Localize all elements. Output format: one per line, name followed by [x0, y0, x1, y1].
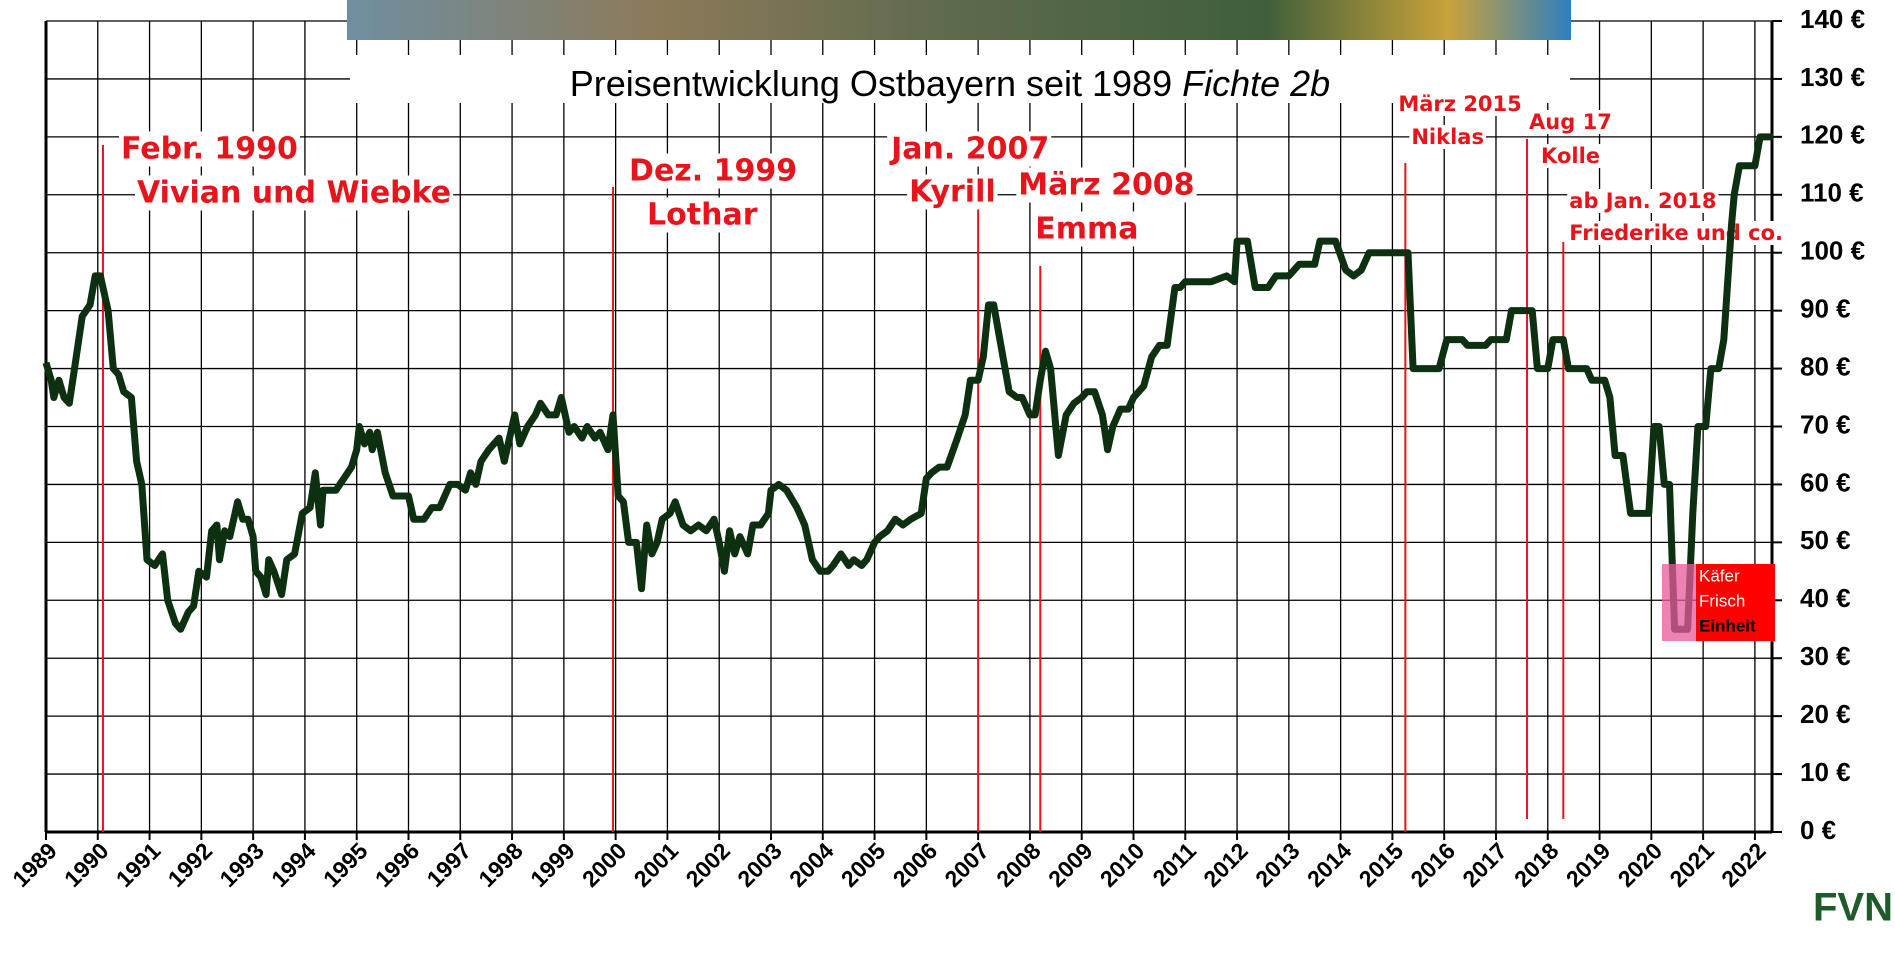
annotation-label: Kolle [1541, 144, 1600, 168]
chart: 0 € 10 € 20 € 30 € 40 € 50 € 60 € 70 € 80 € 90 € 1… [0, 0, 1895, 954]
x-tick-label: 2006 [888, 837, 943, 892]
y-tick-label: 10 € [1800, 757, 1851, 787]
y-tick-label: 130 € [1800, 62, 1865, 92]
plot: Febr. 1990 Vivian und Wiebke Dez. 1999 Loth… [46, 92, 1785, 832]
annotation-label: Jan. 2007 [889, 132, 1049, 167]
y-tick-label: 40 € [1800, 583, 1851, 613]
annotation-label: Kyrill [909, 175, 996, 210]
y-tick-label: 120 € [1800, 120, 1865, 150]
annotation-label: Lothar [647, 198, 758, 233]
x-tick-label: 1992 [163, 837, 218, 892]
x-tick-label: 2022 [1716, 837, 1771, 892]
x-tick-label: 2019 [1561, 837, 1616, 892]
annotation-label: Vivian und Wiebke [137, 176, 451, 211]
banner-image [347, 0, 1571, 40]
x-tick-label: 2003 [732, 837, 787, 892]
y-tick-label: 0 € [1800, 815, 1836, 845]
annotation-label: Aug 17 [1529, 110, 1612, 134]
annotation-label: Niklas [1411, 125, 1484, 149]
x-tick-label: 2014 [1302, 837, 1357, 892]
x-tick-label: 1991 [111, 837, 166, 892]
annotation-label: Dez. 1999 [629, 154, 797, 189]
x-tick-label: 2017 [1457, 837, 1512, 892]
y-tick-label: 70 € [1800, 409, 1851, 439]
x-tick-label: 2000 [577, 837, 632, 892]
x-tick-label: 2007 [939, 837, 994, 892]
note-text: Käfer [1699, 566, 1740, 585]
chart-title: Preisentwicklung Ostbayern seit 1989 Fic… [570, 63, 1330, 104]
x-tick-label: 1994 [266, 837, 321, 892]
x-tick-label: 2002 [680, 837, 735, 892]
annotation-label: Emma [1035, 212, 1138, 247]
x-tick-label: 1995 [318, 837, 373, 892]
x-tick-label: 2008 [991, 837, 1046, 892]
x-tick-label: 2011 [1147, 837, 1201, 891]
annotation-label: März 2015 [1398, 92, 1521, 116]
annotation-label: ab Jan. 2018 [1569, 189, 1716, 213]
x-tick-label: 1989 [7, 837, 62, 892]
y-tick-label: 140 € [1800, 4, 1865, 34]
logo: FVN [1813, 886, 1893, 930]
x-tick-label: 2015 [1354, 837, 1409, 892]
y-tick-label: 50 € [1800, 525, 1851, 555]
note-text: Einheit [1699, 616, 1756, 635]
annotation-label: März 2008 [1018, 168, 1194, 203]
note-highlight [1662, 564, 1696, 641]
y-tick-label: 90 € [1800, 294, 1851, 324]
y-tick-label: 60 € [1800, 467, 1851, 497]
x-tick-label: 2001 [629, 837, 684, 892]
x-tick-label: 2018 [1509, 837, 1564, 892]
x-tick-label: 1990 [59, 837, 114, 892]
x-tick-label: 2004 [784, 837, 839, 892]
x-tick-label: 1999 [525, 837, 580, 892]
annotation-label: Friederike und co. [1569, 221, 1783, 245]
x-tick-label: 2016 [1405, 837, 1460, 892]
y-tick-label: 20 € [1800, 699, 1851, 729]
x-tick-label: 2013 [1250, 837, 1305, 892]
y-tick-label: 80 € [1800, 351, 1851, 381]
y-tick-label: 110 € [1800, 178, 1864, 208]
x-tick-label: 1993 [214, 837, 269, 892]
x-tick-label: 2010 [1095, 837, 1150, 892]
annotation-label: Febr. 1990 [121, 132, 298, 167]
x-tick-label: 2020 [1613, 837, 1668, 892]
x-tick-label: 2012 [1198, 837, 1253, 892]
note-text: Frisch [1699, 591, 1745, 610]
x-tick-label: 2009 [1043, 837, 1098, 892]
y-tick-label: 100 € [1800, 236, 1865, 266]
x-tick-label: 2005 [836, 837, 891, 892]
x-tick-label: 1996 [370, 837, 425, 892]
x-tick-label: 1997 [422, 837, 477, 892]
x-tick-label: 1998 [473, 837, 528, 892]
y-tick-label: 30 € [1800, 641, 1851, 671]
title-text: Preisentwicklung Ostbayern seit 1989 [570, 63, 1172, 104]
x-tick-label: 2021 [1664, 837, 1719, 892]
title-italic: Fichte 2b [1182, 63, 1330, 104]
